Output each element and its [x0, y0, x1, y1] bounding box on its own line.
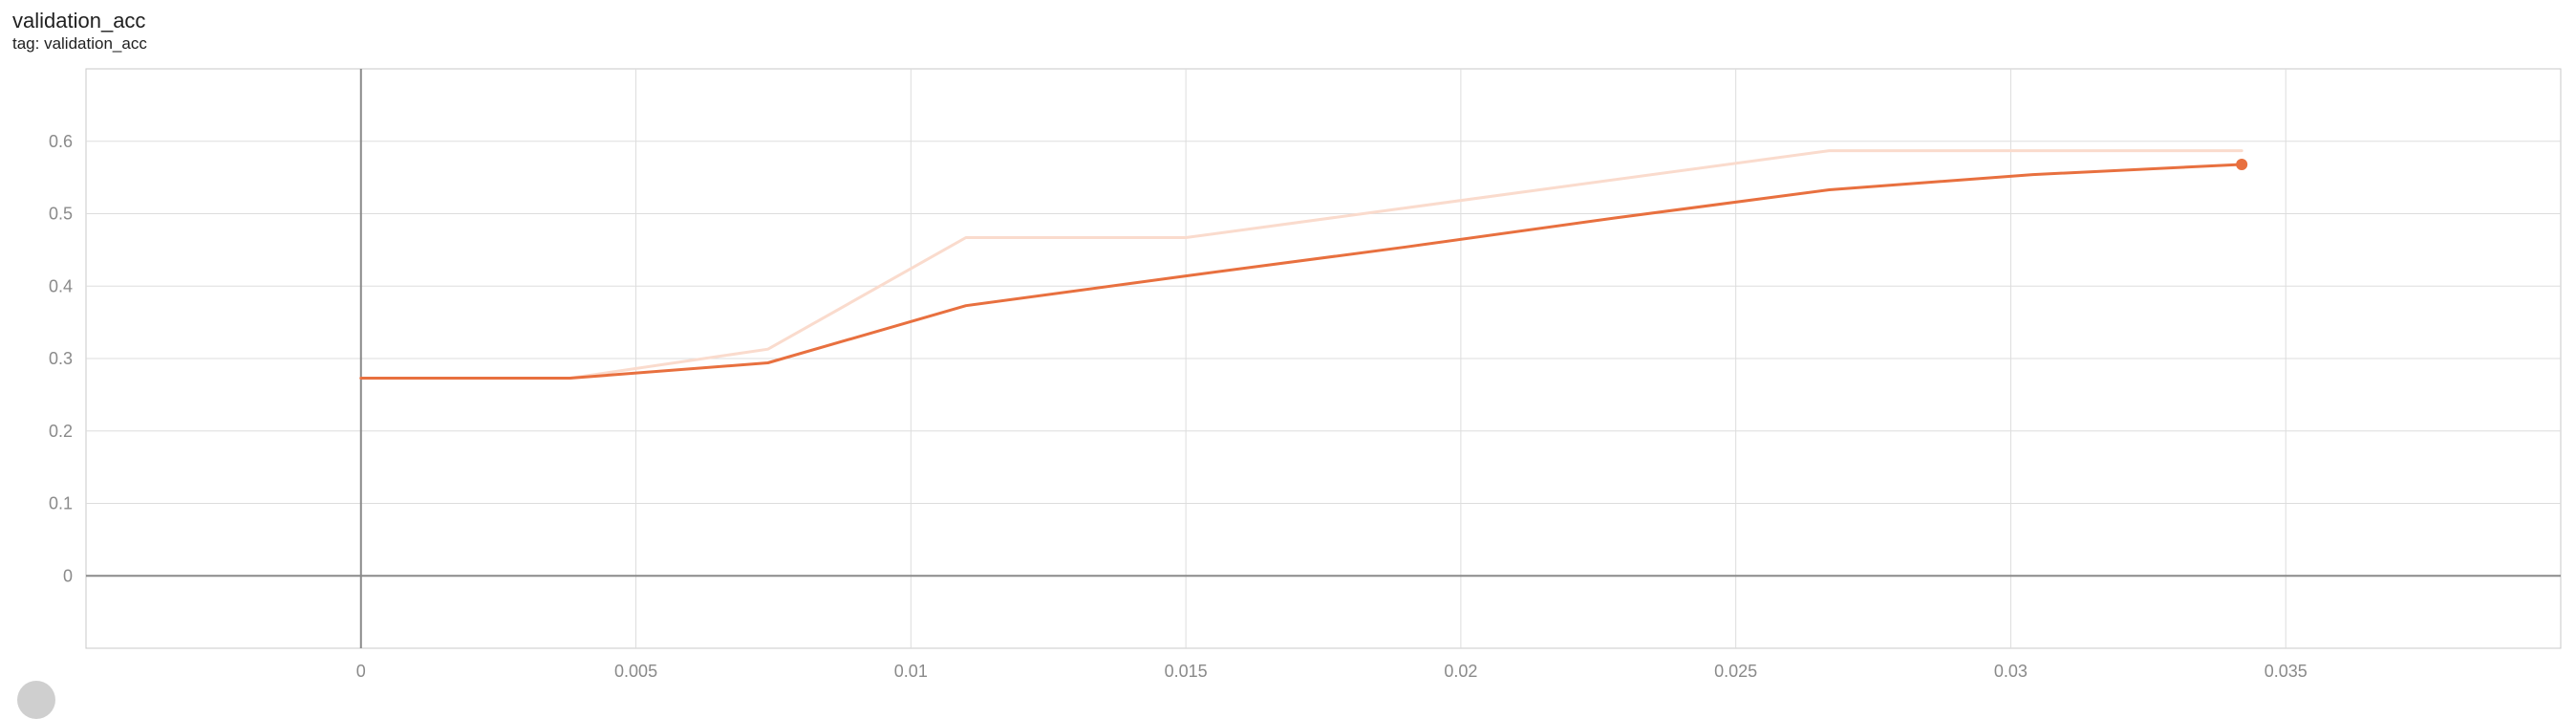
last-point-marker[interactable]	[2236, 158, 2248, 170]
fullscreen-button[interactable]	[17, 681, 55, 719]
x-tick-label-6: 0.03	[1994, 662, 2028, 681]
x-tick-labels: 0 0.005 0.01 0.015 0.02 0.025 0.03 0.035	[356, 662, 2308, 681]
x-tick-label-7: 0.035	[2265, 662, 2308, 681]
y-tick-label-2: 0.2	[49, 422, 73, 441]
x-tick-label-4: 0.02	[1444, 662, 1477, 681]
y-tick-label-1: 0.1	[49, 494, 73, 513]
y-tick-labels: 0 0.1 0.2 0.3 0.4 0.5 0.6	[49, 132, 73, 586]
x-tick-label-0: 0	[356, 662, 366, 681]
x-tick-label-3: 0.015	[1165, 662, 1208, 681]
y-tick-label-0: 0	[63, 566, 73, 585]
y-tick-label-6: 0.6	[49, 132, 73, 151]
x-tick-label-1: 0.005	[614, 662, 657, 681]
raw-series-line	[359, 149, 2243, 380]
y-tick-label-3: 0.3	[49, 349, 73, 368]
chart-title: validation_acc	[12, 9, 146, 33]
x-tick-label-5: 0.025	[1714, 662, 1757, 681]
series-layer	[359, 149, 2248, 380]
smoothed-series-line	[359, 163, 2243, 380]
chart-tag: tag: validation_acc	[12, 34, 147, 53]
zero-axes	[86, 69, 2561, 648]
x-tick-label-2: 0.01	[894, 662, 928, 681]
validation-acc-chart[interactable]: 00.10.20.30.40.50.6 0 0.005 0.01 0.015 0.02 0…	[0, 0, 2576, 688]
gridlines	[86, 69, 2561, 648]
y-tick-label-4: 0.4	[49, 276, 73, 295]
y-tick-label-5: 0.5	[49, 205, 73, 224]
